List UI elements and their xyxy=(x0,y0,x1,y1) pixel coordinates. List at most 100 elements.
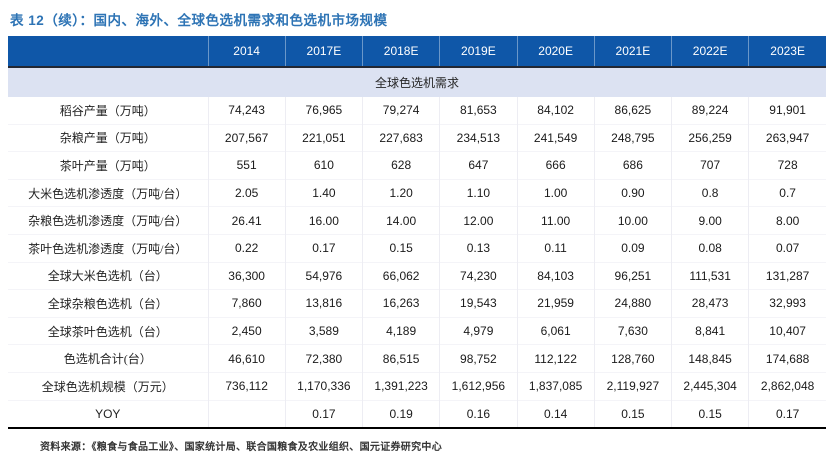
row-label: 大米色选机渗透度（万吨/台） xyxy=(8,178,208,207)
value-cell: 1,612,956 xyxy=(439,371,517,401)
value-cell: 11.00 xyxy=(516,206,595,235)
value-cell: 21,959 xyxy=(516,289,595,318)
value-cell: 0.17 xyxy=(284,233,363,263)
value-cell: 131,287 xyxy=(748,261,826,290)
header-row: 2014 2017E 2018E 2019E 2020E 2021E 2022E 2023E xyxy=(8,36,826,68)
row-label: 杂粮产量（万吨） xyxy=(8,123,208,152)
value-cell: 0.8 xyxy=(670,178,749,207)
table-title: 表 12（续）：国内、海外、全球色选机需求和色选机市场规模 xyxy=(10,13,388,28)
value-cell: 0.17 xyxy=(284,399,363,430)
value-cell: 207,567 xyxy=(207,123,286,152)
value-cell: 0.13 xyxy=(439,233,517,263)
value-cell: 19,543 xyxy=(439,289,517,318)
value-cell: 0.09 xyxy=(593,233,672,263)
value-cell: 86,515 xyxy=(361,344,440,373)
value-cell: 0.90 xyxy=(593,178,672,207)
table-row: 稻谷产量（万吨） 74,243 76,965 79,274 81,653 84,102 86… xyxy=(8,97,826,125)
value-cell: 148,845 xyxy=(670,344,749,373)
value-cell: 1,837,085 xyxy=(516,371,595,401)
value-cell: 610 xyxy=(284,151,363,180)
value-cell: 4,189 xyxy=(361,316,440,345)
value-cell: 0.19 xyxy=(361,399,440,430)
value-cell: 0.22 xyxy=(207,233,286,263)
value-cell: 2.05 xyxy=(207,178,286,207)
value-cell: 111,531 xyxy=(670,261,749,290)
value-cell: 0.17 xyxy=(748,399,826,430)
value-cell: 0.15 xyxy=(361,233,440,263)
value-cell: 0.08 xyxy=(670,233,749,263)
value-cell: 128,760 xyxy=(593,344,672,373)
value-cell: 234,513 xyxy=(439,123,517,152)
table-row: 茶叶色选机渗透度（万吨/台） 0.22 0.17 0.15 0.13 0.11 0.09 0.… xyxy=(8,233,826,263)
value-cell: 2,119,927 xyxy=(593,371,672,401)
table-row: 全球色选机规模（万元） 736,112 1,170,336 1,391,223 1,61… xyxy=(8,371,826,401)
row-label: 全球大米色选机（台） xyxy=(8,261,208,290)
value-cell: 0.15 xyxy=(670,399,749,430)
value-cell: 628 xyxy=(361,151,440,180)
value-cell: 0.15 xyxy=(593,399,672,430)
value-cell: 84,103 xyxy=(516,261,595,290)
value-cell: 112,122 xyxy=(516,344,595,373)
value-cell: 6,061 xyxy=(516,316,595,345)
value-cell: 36,300 xyxy=(207,261,286,290)
value-cell: 263,947 xyxy=(748,123,826,152)
row-label: 色选机合计(台） xyxy=(8,344,208,373)
value-cell: 32,993 xyxy=(748,289,826,318)
value-cell: 174,688 xyxy=(748,344,826,373)
table-row: 全球杂粮色选机（台） 7,860 13,816 16,263 19,543 21,959 2… xyxy=(8,289,826,318)
value-cell: 10,407 xyxy=(748,316,826,345)
value-cell: 81,653 xyxy=(439,97,517,125)
value-cell: 1.20 xyxy=(361,178,440,207)
value-cell: 256,259 xyxy=(670,123,749,152)
value-cell: 0.07 xyxy=(748,233,826,263)
value-cell: 1.00 xyxy=(516,178,595,207)
value-cell: 76,965 xyxy=(284,97,363,125)
table-row: 杂粮产量（万吨） 207,567 221,051 227,683 234,513 241,… xyxy=(8,123,826,152)
value-cell: 227,683 xyxy=(361,123,440,152)
value-cell: 72,380 xyxy=(284,344,363,373)
value-cell: 647 xyxy=(439,151,517,180)
value-cell: 54,976 xyxy=(284,261,363,290)
value-cell: 728 xyxy=(748,151,826,180)
value-cell: 2,450 xyxy=(207,316,286,345)
table-row: 杂粮色选机渗透度（万吨/台） 26.41 16.00 14.00 12.00 11.00 1… xyxy=(8,206,826,235)
row-label: 茶叶色选机渗透度（万吨/台） xyxy=(8,233,208,263)
value-cell xyxy=(207,399,286,430)
table-row: 色选机合计(台） 46,610 72,380 86,515 98,752 112,122 1… xyxy=(8,344,826,373)
value-cell: 14.00 xyxy=(361,206,440,235)
value-cell: 707 xyxy=(670,151,749,180)
value-cell: 12.00 xyxy=(439,206,517,235)
header-year-cell: 2014 xyxy=(207,36,286,68)
value-cell: 0.16 xyxy=(439,399,517,430)
data-table: 2014 2017E 2018E 2019E 2020E 2021E 2022E 2023E … xyxy=(8,36,826,430)
source-note: 资料来源：《粮食与食品工业》、国家统计局、联合国粮食及农业组织、国元证券研究中心 xyxy=(40,442,442,453)
value-cell: 16.00 xyxy=(284,206,363,235)
row-label: 稻谷产量（万吨） xyxy=(59,103,156,118)
table-row: 全球大米色选机（台） 36,300 54,976 66,062 74,230 84,103… xyxy=(8,261,826,290)
row-label: 全球色选机规模（万元） xyxy=(8,371,208,401)
header-year-cell: 2021E xyxy=(593,36,672,68)
value-cell: 2,862,048 xyxy=(748,371,826,401)
value-cell: 7,630 xyxy=(593,316,672,345)
value-cell: 1.40 xyxy=(284,178,363,207)
value-cell: 46,610 xyxy=(207,344,286,373)
value-cell: 26.41 xyxy=(207,206,286,235)
value-cell: 2,445,304 xyxy=(670,371,749,401)
value-cell: 686 xyxy=(593,151,672,180)
value-cell: 89,224 xyxy=(670,97,749,125)
value-cell: 66,062 xyxy=(361,261,440,290)
section-row: 全球色选机需求 xyxy=(8,67,826,97)
value-cell: 7,860 xyxy=(207,289,286,318)
header-year-cell: 2017E xyxy=(284,36,363,68)
header-year-cell: 2022E xyxy=(670,36,749,68)
value-cell: 0.14 xyxy=(516,399,595,430)
value-cell: 4,979 xyxy=(439,316,517,345)
value-cell: 248,795 xyxy=(593,123,672,152)
value-cell: 221,051 xyxy=(284,123,363,152)
value-cell: 241,549 xyxy=(516,123,595,152)
value-cell: 1,170,336 xyxy=(284,371,363,401)
row-label: 全球茶叶色选机（台） xyxy=(8,316,208,345)
section-header-label: 全球色选机需求 xyxy=(8,67,826,97)
row-label: YOY xyxy=(8,399,208,430)
value-cell: 96,251 xyxy=(593,261,672,290)
